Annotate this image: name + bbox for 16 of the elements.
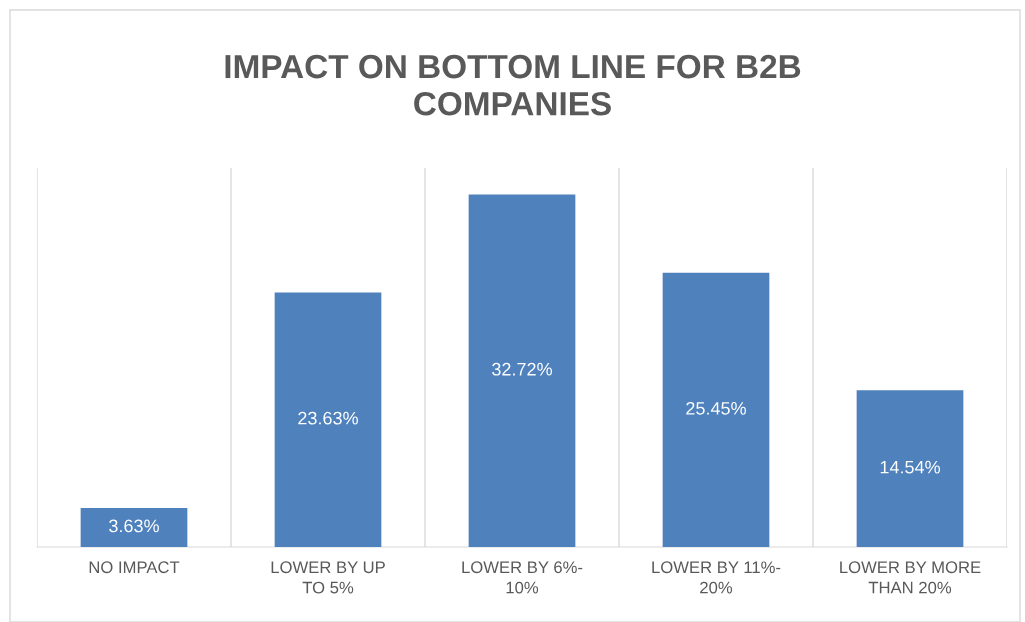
bar [662,272,770,547]
data-label: 25.45% [686,401,746,415]
x-tick-label: LOWER BY UP TO 5% [271,561,385,594]
data-label: 23.63% [298,411,358,425]
bar [468,194,576,547]
bar [856,390,964,547]
x-tick-label: LOWER BY 6%- 10% [462,561,583,594]
bar [274,292,382,547]
x-tick-label: LOWER BY MORE THAN 20% [840,561,981,594]
x-tick-label: NO IMPACT [89,561,180,574]
bar [80,507,188,547]
chart-title: IMPACT ON BOTTOM LINE FOR B2B COMPANIES [225,54,801,116]
x-tick-label: LOWER BY 11%- 20% [652,561,781,594]
data-label: 3.63% [109,519,159,533]
data-label: 32.72% [492,362,552,376]
data-label: 14.54% [880,460,940,474]
